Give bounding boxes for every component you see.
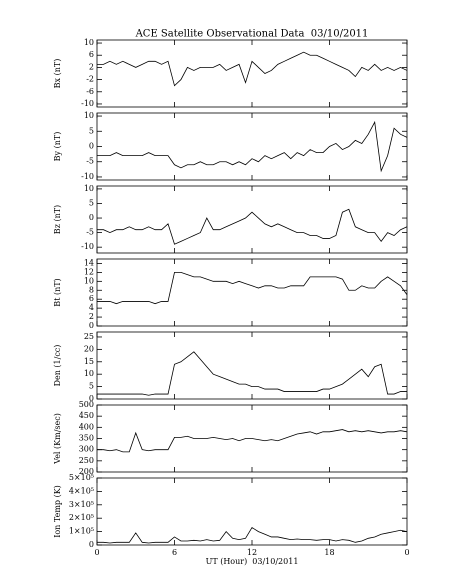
y-tick-label: 20 [84, 344, 94, 353]
data-line [97, 429, 408, 453]
y-tick-label: 0 [89, 213, 94, 222]
y-axis-label: Den (1/cc) [53, 345, 62, 387]
data-line [97, 120, 408, 173]
y-tick-label: 4×10⁵ [69, 486, 94, 495]
y-tick-label: -5 [86, 157, 94, 166]
y-axis-label: Vel (Km/sec) [53, 413, 62, 465]
y-tick-label: 10 [84, 38, 94, 47]
plot-frame [96, 477, 408, 546]
y-axis-label: By (nT) [53, 132, 62, 162]
y-tick-label: 4 [89, 303, 94, 312]
y-tick-label: -6 [86, 87, 94, 96]
y-tick-label: 0 [89, 540, 94, 549]
x-axis-label: UT (Hour) 03/10/2011 [206, 557, 299, 566]
y-tick-label: 400 [79, 422, 94, 431]
plot-frame [96, 331, 408, 400]
y-tick-label: 10 [84, 369, 94, 378]
x-tick-label: 12 [247, 548, 257, 557]
y-tick-label: 6 [89, 294, 94, 303]
y-tick-label: -10 [81, 242, 94, 251]
y-tick-label: 200 [79, 467, 94, 476]
y-tick-label: 5 [89, 382, 94, 391]
y-tick-label: 10 [84, 184, 94, 193]
y-tick-label: 0 [89, 142, 94, 151]
y-tick-label: -2 [86, 75, 94, 84]
y-tick-label: 350 [79, 434, 94, 443]
y-tick-label: 3×10⁵ [69, 500, 94, 509]
y-tick-label: 2×10⁵ [69, 513, 94, 522]
data-line [97, 51, 408, 87]
plot-frame [96, 39, 408, 108]
plot-frame [96, 258, 408, 327]
y-tick-label: 12 [84, 267, 94, 276]
y-tick-label: 5 [89, 198, 94, 207]
y-tick-label: 2 [89, 312, 94, 321]
y-tick-label: 5×10⁵ [69, 473, 94, 482]
y-tick-label: 1×10⁵ [69, 527, 94, 536]
y-tick-label: -5 [86, 228, 94, 237]
y-tick-label: 2 [89, 62, 94, 71]
plot-frame [96, 185, 408, 254]
y-tick-label: 14 [84, 258, 94, 267]
data-line [97, 527, 408, 544]
y-tick-label: 250 [79, 456, 94, 465]
plot-frame [96, 112, 408, 181]
chart-title: ACE Satellite Observational Data 03/10/2… [135, 29, 369, 40]
y-axis-label: Bt (nT) [53, 278, 62, 306]
y-tick-label: 10 [84, 111, 94, 120]
data-line [97, 351, 407, 396]
x-tick-label: 0 [94, 548, 99, 557]
y-axis-label: Ion Temp (K) [53, 485, 62, 538]
x-tick-label: 6 [172, 548, 177, 557]
y-tick-label: 15 [84, 357, 94, 366]
y-tick-label: 5 [89, 126, 94, 135]
y-tick-label: 6 [89, 50, 94, 59]
data-line [97, 208, 408, 245]
y-tick-label: -10 [81, 99, 94, 108]
y-tick-label: 500 [79, 400, 94, 409]
y-tick-label: 450 [79, 411, 94, 420]
y-axis-label: Bz (nT) [53, 205, 62, 234]
x-tick-label: 18 [324, 548, 334, 557]
data-line [97, 272, 408, 305]
y-tick-label: 0 [89, 321, 94, 330]
y-axis-label: Bx (nT) [53, 59, 62, 89]
x-tick-label: 0 [404, 548, 409, 557]
y-tick-label: 8 [89, 285, 94, 294]
y-tick-label: 10 [84, 276, 94, 285]
y-tick-label: -10 [81, 172, 94, 181]
y-tick-label: 0 [89, 394, 94, 403]
y-tick-label: 300 [79, 445, 94, 454]
y-tick-label: 25 [84, 332, 94, 341]
